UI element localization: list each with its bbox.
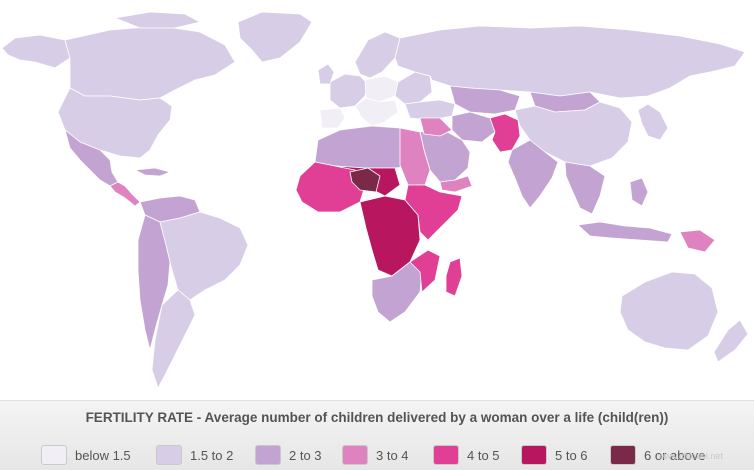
- legend-title: FERTILITY RATE - Average number of child…: [85, 410, 669, 425]
- madagascar-region[interactable]: [445, 257, 463, 297]
- legend-label: 4 to 5: [467, 448, 500, 463]
- mozambique-region[interactable]: [409, 249, 441, 293]
- southern-cone-region[interactable]: [151, 289, 196, 389]
- watermark: www.chinabi.net: [658, 451, 724, 461]
- legend-swatch: [156, 445, 182, 465]
- southeast-asia-region[interactable]: [564, 161, 606, 215]
- philippines-region[interactable]: [629, 177, 649, 207]
- legend-label: 1.5 to 2: [190, 448, 234, 463]
- afghanistan-pakistan-region[interactable]: [489, 113, 521, 153]
- legend-swatch: [610, 445, 636, 465]
- russia-region[interactable]: [394, 25, 746, 99]
- legend-label: 2 to 3: [289, 448, 322, 463]
- eastern-europe-region[interactable]: [394, 71, 433, 105]
- legend-swatch: [433, 445, 459, 465]
- legend-label: 5 to 6: [555, 448, 588, 463]
- brazil-region[interactable]: [159, 211, 249, 301]
- legend-swatch: [41, 445, 67, 465]
- arctic-islands-region[interactable]: [114, 11, 201, 29]
- turkey-caucasus-region[interactable]: [404, 99, 456, 121]
- horn-of-africa-region[interactable]: [404, 184, 463, 241]
- legend-swatch: [521, 445, 547, 465]
- greenland-region[interactable]: [237, 11, 313, 63]
- world-map: [1, 11, 749, 389]
- iberia-region[interactable]: [319, 107, 346, 129]
- legend-label: 3 to 4: [376, 448, 409, 463]
- yemen-region[interactable]: [439, 175, 473, 193]
- southern-africa-region[interactable]: [371, 261, 423, 323]
- iraq-syria-region[interactable]: [419, 117, 453, 137]
- central-america-region[interactable]: [109, 181, 141, 207]
- legend-panel: FERTILITY RATE - Average number of child…: [0, 400, 754, 470]
- world-map-svg: [1, 11, 749, 389]
- canada-region[interactable]: [64, 25, 236, 101]
- legend-swatch: [342, 445, 368, 465]
- scandinavia-region[interactable]: [354, 31, 401, 79]
- alaska-region[interactable]: [1, 34, 71, 69]
- iran-region[interactable]: [451, 111, 496, 143]
- india-region[interactable]: [507, 139, 559, 209]
- korea-japan-region[interactable]: [637, 103, 669, 141]
- indonesia-region[interactable]: [577, 221, 673, 243]
- new-zealand-region[interactable]: [713, 319, 749, 363]
- legend-label: below 1.5: [75, 448, 131, 463]
- central-europe-region[interactable]: [364, 75, 399, 103]
- italy-balkans-region[interactable]: [354, 97, 399, 127]
- niger-chad-region[interactable]: [349, 167, 381, 193]
- australia-region[interactable]: [619, 271, 719, 351]
- caribbean-region[interactable]: [134, 167, 171, 177]
- egypt-sudan-region[interactable]: [399, 127, 431, 186]
- legend-label: 6 or above: [644, 448, 706, 463]
- western-europe-region[interactable]: [329, 73, 369, 109]
- british-isles-region[interactable]: [317, 63, 335, 85]
- legend-swatch: [255, 445, 281, 465]
- papua-region[interactable]: [679, 229, 716, 253]
